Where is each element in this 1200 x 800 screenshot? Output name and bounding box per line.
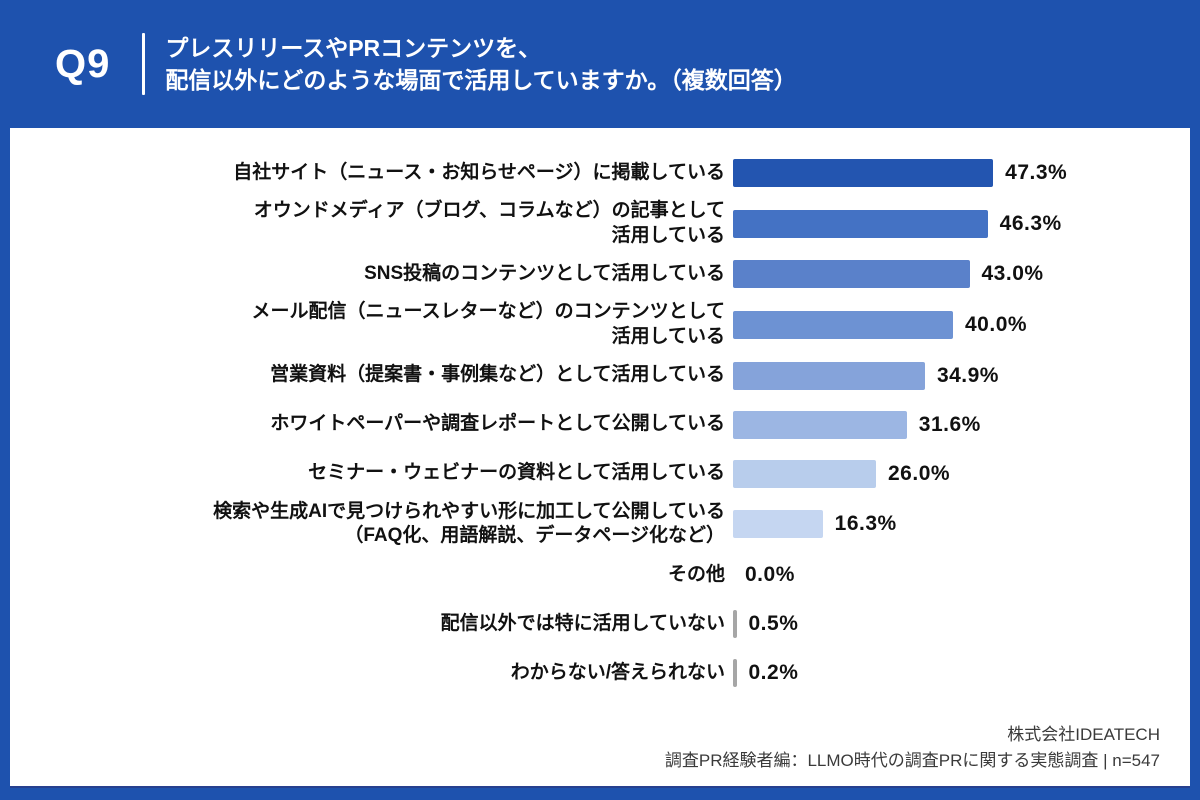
value-label: 16.3% <box>834 512 897 536</box>
source-footer: 株式会社IDEATECH 調査PR経験者編：LLMO時代の調査PRに関する実態調… <box>665 722 1160 774</box>
header-divider <box>142 33 146 95</box>
value-label: 26.0% <box>888 461 951 485</box>
bar <box>733 610 737 639</box>
category-label: 検索や生成AIで見つけられやすい形に加工して公開している （FAQ化、用語解説、デ… <box>213 500 725 547</box>
bar-zone: 34.9% <box>733 361 1190 390</box>
category-label: ホワイトペーパーや調査レポートとして公開している <box>270 413 725 435</box>
category-label: オウンドメディア（ブログ、コラムなど）の記事として 活用している <box>253 200 725 246</box>
value-label: 47.3% <box>1005 161 1068 184</box>
chart-row: メール配信（ニュースレターなど）のコンテンツとして 活用している 40.0% <box>10 300 1190 349</box>
bar-zone: 31.6% <box>733 410 1190 439</box>
chart-row: わからない/答えられない 0.2% <box>10 650 1190 696</box>
bar <box>733 459 876 488</box>
bar-zone: 46.3% <box>733 209 1190 238</box>
bar-zone: 47.3% <box>733 159 1190 187</box>
bar-chart: 自社サイト（ニュース・お知らせページ）に掲載している 47.3% オウンドメディア（… <box>10 128 1190 696</box>
bar-zone: 40.0% <box>733 311 1190 340</box>
chart-row: 配信以外では特に活用していない 0.5% <box>10 601 1190 647</box>
question-number-badge: Q9 <box>55 41 111 86</box>
value-label: 0.5% <box>748 612 799 636</box>
value-label: 43.0% <box>981 262 1044 286</box>
category-label: 営業資料（提案書・事例集など）として活用している <box>270 364 725 386</box>
chart-row: 営業資料（提案書・事例集など）として活用している 34.9% <box>10 353 1190 399</box>
question-title: プレスリリースやPRコンテンツを、 配信以外にどのような場面で活用していますか。… <box>165 32 796 96</box>
bar <box>733 209 988 238</box>
category-label: わからない/答えられない <box>510 661 725 683</box>
chart-row: 自社サイト（ニュース・お知らせページ）に掲載している 47.3% <box>10 150 1190 196</box>
survey-source: 調査PR経験者編：LLMO時代の調査PRに関する実態調査 | n=547 <box>664 751 1160 770</box>
bar-zone: 16.3% <box>733 510 1190 539</box>
chart-row: その他 0.0% <box>10 552 1190 598</box>
bar <box>733 159 994 187</box>
value-label: 40.0% <box>965 313 1028 337</box>
value-label: 34.9% <box>936 363 999 387</box>
category-label: SNS投稿のコンテンツとして活用している <box>364 263 725 285</box>
company-name: 株式会社IDEATECH <box>1007 725 1160 744</box>
bar <box>733 260 970 289</box>
chart-row: ホワイトペーパーや調査レポートとして公開している 31.6% <box>10 402 1190 448</box>
category-label: その他 <box>667 563 725 585</box>
bar <box>733 361 925 390</box>
question-header: Q9 プレスリリースやPRコンテンツを、 配信以外にどのような場面で活用していま… <box>0 0 1200 128</box>
bar-zone: 0.5% <box>733 610 1190 639</box>
bar-zone: 0.0% <box>733 563 1190 587</box>
category-label: 配信以外では特に活用していない <box>440 612 725 634</box>
chart-row: 検索や生成AIで見つけられやすい形に加工して公開している （FAQ化、用語解説、デ… <box>10 500 1190 549</box>
question-title-line2: 配信以外にどのような場面で活用していますか。（複数回答） <box>165 67 797 93</box>
bar <box>733 659 737 688</box>
bar-zone: 43.0% <box>733 260 1190 289</box>
bar-zone: 0.2% <box>733 659 1190 688</box>
category-label: メール配信（ニュースレターなど）のコンテンツとして 活用している <box>251 301 725 348</box>
value-label: 0.2% <box>748 661 799 685</box>
chart-card: 自社サイト（ニュース・お知らせページ）に掲載している 47.3% オウンドメディア（… <box>10 128 1190 788</box>
bar <box>733 510 823 539</box>
bar-zone: 26.0% <box>733 459 1190 488</box>
chart-row: SNS投稿のコンテンツとして活用している 43.0% <box>10 251 1190 297</box>
bar <box>733 410 907 439</box>
category-label: 自社サイト（ニュース・お知らせページ）に掲載している <box>233 161 725 183</box>
value-label: 31.6% <box>918 412 981 436</box>
value-label: 0.0% <box>745 563 795 587</box>
chart-row: セミナー・ウェビナーの資料として活用している 26.0% <box>10 451 1190 497</box>
category-label: セミナー・ウェビナーの資料として活用している <box>308 462 725 484</box>
chart-row: オウンドメディア（ブログ、コラムなど）の記事として 活用している 46.3% <box>10 199 1190 248</box>
bar <box>733 311 953 340</box>
question-title-line1: プレスリリースやPRコンテンツを、 <box>165 35 542 61</box>
value-label: 46.3% <box>999 211 1062 235</box>
